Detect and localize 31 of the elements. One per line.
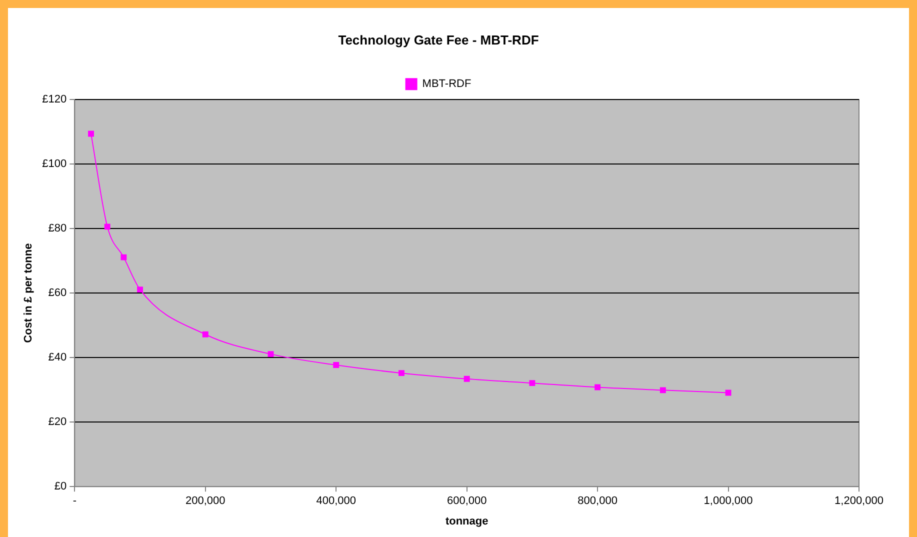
- legend-label: MBT-RDF: [422, 78, 472, 90]
- y-tick-label: £120: [42, 94, 67, 106]
- x-tick-label: 400,000: [316, 495, 356, 508]
- point: [137, 286, 144, 293]
- y-tick-label: £60: [48, 287, 67, 300]
- x-tick-label: 800,000: [578, 495, 618, 508]
- point: [333, 362, 340, 368]
- y-tick-label: £80: [48, 222, 67, 235]
- x-tick-label: 1,200,000: [834, 495, 884, 508]
- x-tick-label: -: [72, 495, 77, 508]
- x-axis-title: tonnage: [445, 515, 488, 528]
- point: [88, 130, 94, 137]
- point: [398, 370, 404, 376]
- point: [660, 387, 666, 394]
- point: [725, 390, 732, 396]
- x-tick-label: 200,000: [186, 495, 226, 508]
- x-tick-label: 600,000: [446, 495, 487, 508]
- chart-title: Technology Gate Fee - MBT-RDF: [338, 32, 539, 48]
- y-tick-label: £20: [48, 416, 67, 428]
- y-axis-title: Cost in £ per tonne: [22, 243, 35, 343]
- point: [202, 331, 208, 338]
- point: [464, 376, 470, 382]
- point: [594, 384, 601, 390]
- y-tick-label: £0: [54, 480, 67, 493]
- point: [120, 254, 127, 260]
- point: [529, 380, 536, 386]
- x-tick-label: 1,000,000: [704, 495, 753, 508]
- y-tick-label: £100: [42, 158, 67, 170]
- point: [104, 224, 110, 230]
- y-tick-label: £40: [48, 352, 67, 364]
- point: [268, 351, 274, 358]
